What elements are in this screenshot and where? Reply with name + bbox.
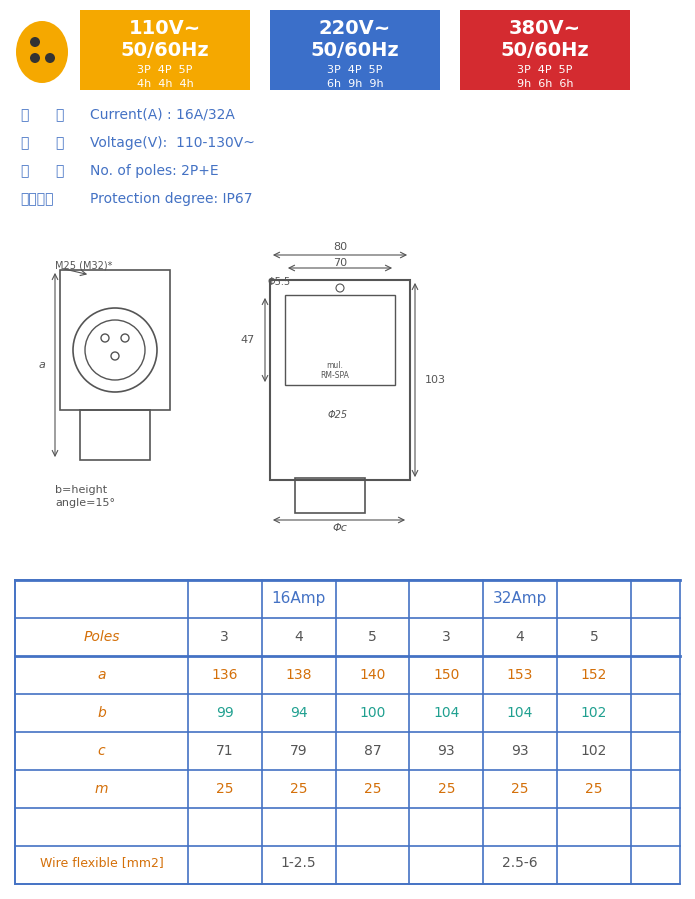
FancyBboxPatch shape [270,10,440,90]
Text: 25: 25 [512,782,529,796]
Text: 3P  4P  5P: 3P 4P 5P [327,65,383,75]
Text: Wire flexible [mm2]: Wire flexible [mm2] [40,857,163,869]
Text: 47: 47 [240,335,255,345]
Text: a: a [97,668,106,682]
Text: 104: 104 [433,706,459,720]
Text: 3P  4P  5P: 3P 4P 5P [138,65,193,75]
Text: Voltage(V):  110-130V~: Voltage(V): 110-130V~ [90,136,255,150]
Text: 80: 80 [333,242,347,252]
Text: 4: 4 [294,630,303,644]
Text: Poles: Poles [83,630,120,644]
Text: M25 (M32)*: M25 (M32)* [55,260,113,270]
Text: 93: 93 [437,744,455,758]
Text: 150: 150 [433,668,459,682]
Text: 104: 104 [507,706,533,720]
Circle shape [30,53,40,63]
Text: 79: 79 [290,744,307,758]
Text: 极: 极 [20,164,28,178]
Text: 136: 136 [211,668,238,682]
Text: 25: 25 [438,782,455,796]
Text: 102: 102 [581,744,607,758]
Text: 152: 152 [581,668,607,682]
Text: b=height: b=height [55,485,107,495]
Text: 220V~: 220V~ [319,19,391,38]
Text: 16Amp: 16Amp [272,592,326,607]
Text: 32Amp: 32Amp [493,592,547,607]
Text: mul.: mul. [327,360,343,369]
Text: 6h  9h  9h: 6h 9h 9h [327,79,384,89]
Text: 99: 99 [216,706,234,720]
Ellipse shape [16,21,68,83]
Text: m: m [95,782,108,796]
Text: 压: 压 [55,136,63,150]
Text: 140: 140 [359,668,386,682]
Text: 电: 电 [20,108,28,122]
Text: No. of poles: 2P+E: No. of poles: 2P+E [90,164,219,178]
Text: 70: 70 [333,258,347,268]
Text: 87: 87 [363,744,382,758]
Circle shape [30,37,40,47]
Text: 25: 25 [363,782,381,796]
Text: a: a [38,360,45,370]
Text: 4h  4h  4h: 4h 4h 4h [137,79,193,89]
Text: Protection degree: IP67: Protection degree: IP67 [90,192,252,206]
Text: 3: 3 [442,630,450,644]
Text: 50/60Hz: 50/60Hz [500,40,589,59]
Text: 2.5-6: 2.5-6 [502,856,538,870]
Text: 5: 5 [589,630,598,644]
Text: 25: 25 [585,782,603,796]
Text: 138: 138 [286,668,312,682]
Text: 50/60Hz: 50/60Hz [121,40,209,59]
Text: 9h  6h  6h: 9h 6h 6h [517,79,573,89]
Text: 防护等级: 防护等级 [20,192,54,206]
Text: Φ25: Φ25 [328,410,348,420]
Text: 流: 流 [55,108,63,122]
Text: RM-SPA: RM-SPA [320,370,350,379]
Text: 5: 5 [368,630,377,644]
Text: b: b [97,706,106,720]
Text: 71: 71 [216,744,234,758]
Text: 100: 100 [359,706,386,720]
Text: angle=15°: angle=15° [55,498,115,508]
Text: 103: 103 [425,375,446,385]
Text: 4: 4 [516,630,525,644]
Text: 25: 25 [216,782,234,796]
Text: c: c [97,744,105,758]
FancyBboxPatch shape [80,10,250,90]
Bar [15,580,680,884]
Circle shape [45,53,55,63]
Text: 153: 153 [507,668,533,682]
Text: 电: 电 [20,136,28,150]
Text: 数: 数 [55,164,63,178]
Text: Current(A) : 16A/32A: Current(A) : 16A/32A [90,108,235,122]
Text: 3: 3 [220,630,229,644]
Text: 93: 93 [512,744,529,758]
FancyBboxPatch shape [460,10,630,90]
Text: 380V~: 380V~ [509,19,581,38]
Text: 25: 25 [290,782,307,796]
Text: 50/60Hz: 50/60Hz [311,40,400,59]
Text: 1-2.5: 1-2.5 [281,856,316,870]
Text: 94: 94 [290,706,307,720]
Text: 3P  4P  5P: 3P 4P 5P [517,65,573,75]
Text: Φc: Φc [333,523,348,533]
Text: 110V~: 110V~ [129,19,201,38]
Text: Φ5.5: Φ5.5 [268,277,291,287]
Text: 102: 102 [581,706,607,720]
